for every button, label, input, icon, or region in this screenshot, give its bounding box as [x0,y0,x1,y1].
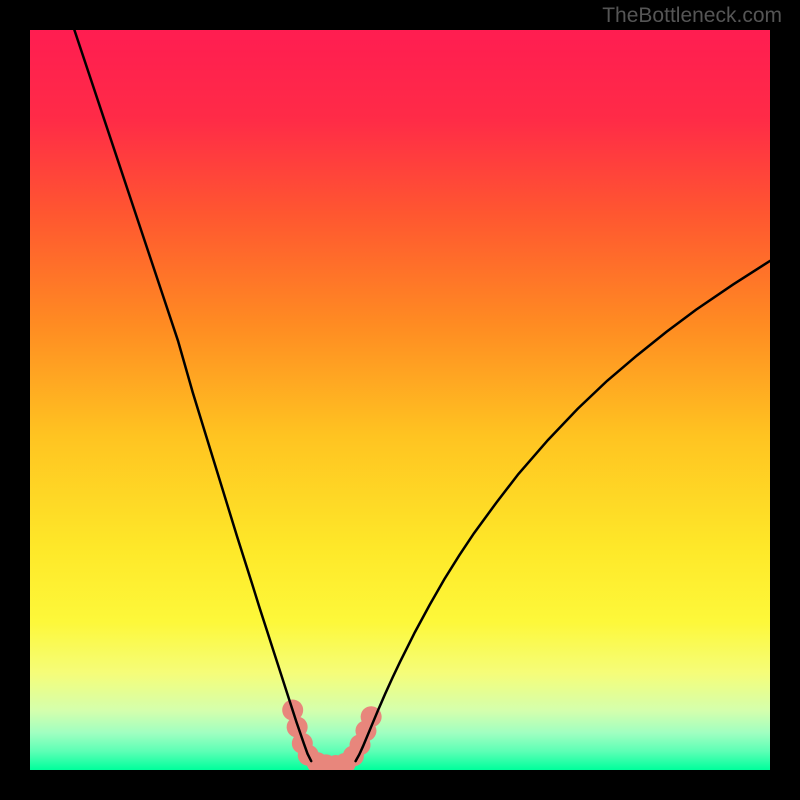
chart-background [30,30,770,770]
bottleneck-chart [30,30,770,770]
watermark-text: TheBottleneck.com [602,4,782,28]
